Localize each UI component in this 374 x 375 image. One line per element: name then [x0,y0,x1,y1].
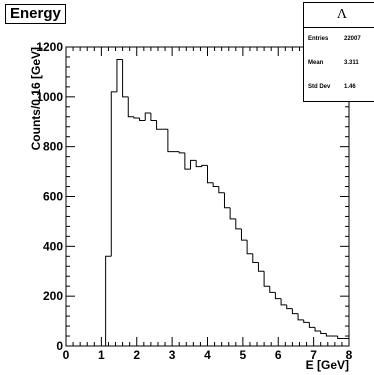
stats-label: Entries [308,36,329,42]
x-tick-label: 1 [98,348,105,362]
histogram-bin [133,116,140,119]
histogram-bin [303,319,310,323]
histogram-bin [150,113,157,122]
histogram-bin [229,207,236,220]
stats-title: Λ [304,3,374,28]
histogram-bin [190,159,197,170]
y-tick-label: 1200 [36,40,63,54]
histogram-bin [116,58,123,92]
x-tick-label: 6 [275,348,282,362]
histogram-bin [223,192,231,209]
histogram-bin [297,313,304,321]
histogram-bin [178,151,185,154]
histogram-bin [337,336,344,340]
histogram-bin [212,182,219,188]
stats-value: 3.311 [344,60,359,66]
histogram-bin [263,271,270,287]
histogram-bin [308,322,316,328]
histogram-bin [280,298,287,306]
histogram-bin [127,96,134,118]
x-tick-label: 4 [204,348,211,362]
chart-title: Energy [5,4,66,24]
x-tick-label: 2 [133,348,140,362]
y-tick-label: 1000 [36,90,63,104]
histogram-bin [257,262,265,272]
histogram-bin [207,165,214,184]
histogram-bin [105,255,112,346]
stats-label: Std Dev [308,84,331,90]
histogram-bin [235,218,242,230]
histogram-bin [314,327,321,332]
histogram-bin [184,152,191,170]
histogram-bin [139,118,146,122]
y-axis-label: Counts/0.16 [GeV] [29,47,43,150]
histogram-bin [246,240,253,255]
histogram-bin [110,91,117,257]
x-tick-label: 7 [310,348,317,362]
histogram-bin [240,228,248,241]
stats-box: Λ Entries 22007 Mean 3.311 Std Dev 1.46 [303,2,374,102]
histogram-series [66,58,350,347]
y-tick-label: 600 [43,190,63,204]
x-axis-label: E [GeV] [306,358,349,372]
x-tick-label: 0 [63,348,70,362]
stats-row-mean: Mean 3.311 [304,52,374,76]
x-tick-label: 3 [169,348,176,362]
tick-labels: 0 1 2 3 4 5 6 7 8 0 200 400 600 800 1000 1200 [36,40,352,362]
y-tick-label: 400 [43,239,63,253]
y-tick-label: 800 [43,140,63,154]
stats-value: 1.46 [344,84,356,90]
x-tick-label: 8 [346,348,353,362]
histogram-bin [320,331,327,335]
histogram-bin [274,292,282,300]
histogram-bin [286,304,293,310]
histogram-bin [122,59,129,98]
histogram-bin [201,164,208,167]
y-tick-label: 0 [56,339,63,353]
histogram-bin [167,129,174,153]
axis-ticks [65,46,350,347]
x-tick-label: 5 [240,348,247,362]
stats-row-stddev: Std Dev 1.46 [304,76,374,100]
histogram-bin [156,120,163,130]
stats-row-entries: Entries 22007 [304,28,374,52]
histogram-bin [195,160,202,168]
y-tick-label: 200 [43,289,63,303]
histogram-bin [144,112,151,121]
histogram-bin [269,286,276,293]
stats-value: 22007 [344,36,361,42]
histogram-bin [291,308,299,315]
histogram-bin [325,333,333,337]
histogram-bin [218,186,225,194]
stats-label: Mean [308,60,324,66]
histogram-bin [252,253,259,264]
